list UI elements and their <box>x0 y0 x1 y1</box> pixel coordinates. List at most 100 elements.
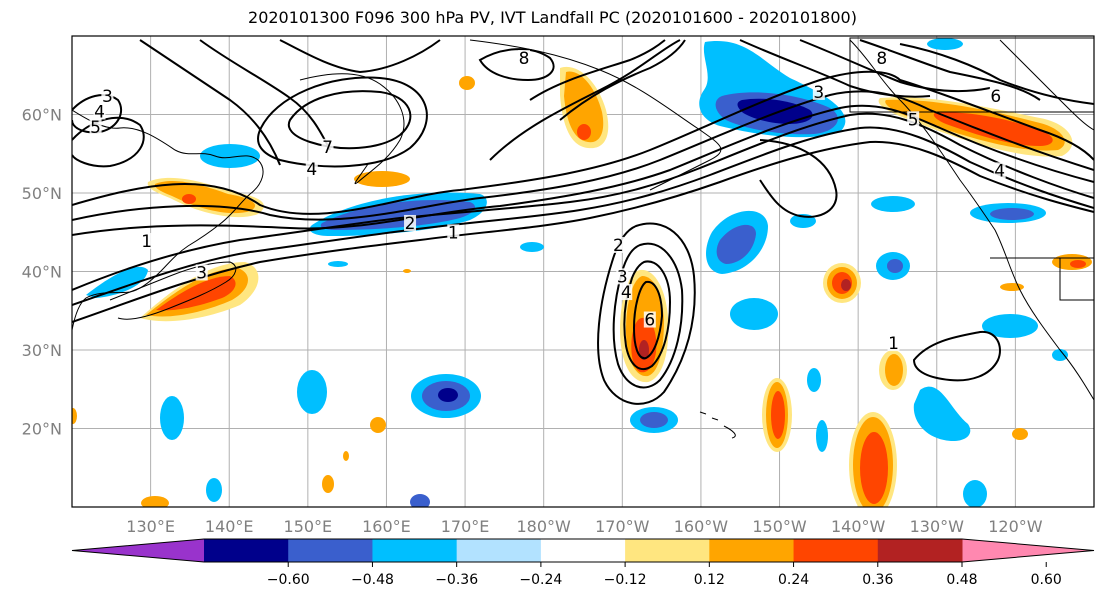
contour-label: 1 <box>141 232 152 252</box>
colorbar-extend-min <box>72 539 204 562</box>
contour-label: 6 <box>990 87 1001 107</box>
contour-label: 8 <box>876 49 887 69</box>
contour-label: 4 <box>621 283 632 303</box>
contour-label-background <box>195 264 208 281</box>
contour-label-background <box>620 284 633 301</box>
colorbar-segment <box>540 539 626 562</box>
contour-label-background <box>518 50 531 67</box>
longitude-label: 150°W <box>752 517 807 536</box>
latitude-label: 50°N <box>22 184 62 203</box>
contour-label: 2 <box>613 236 624 256</box>
colorbar-segment <box>288 539 373 562</box>
contour-label-background <box>101 87 114 104</box>
hawaii-islands <box>699 411 736 439</box>
anomaly-okhotsk-positive <box>154 181 256 214</box>
latitude-labels: 60°N 50°N 40°N 30°N 20°N <box>22 106 62 439</box>
figure-title: 2020101300 F096 300 hPa PV, IVT Landfall… <box>248 8 857 27</box>
colorbar-segment <box>625 539 710 562</box>
contour-label-background <box>875 50 888 67</box>
black-contours <box>72 39 1094 405</box>
contour-label: 7 <box>322 138 333 158</box>
colorbar-label: 0.24 <box>778 572 809 588</box>
contour-label-background <box>643 311 656 328</box>
colorbar-label: −0.12 <box>604 572 647 588</box>
longitude-label: 130°W <box>910 517 965 536</box>
longitude-label: 170°W <box>595 517 650 536</box>
latitude-label: 20°N <box>22 420 62 439</box>
colorbar: −0.60 −0.48 −0.36 −0.24 −0.12 0.12 0.24 0.36 0.4… <box>71 538 1095 588</box>
contour-label-background <box>887 335 900 352</box>
inset-box <box>849 37 1094 113</box>
contour-label: 3 <box>617 267 628 287</box>
contour-label-background <box>907 111 920 128</box>
contour-label: 5 <box>90 118 101 138</box>
us-border <box>990 257 1094 301</box>
colorbar-segment <box>456 539 542 562</box>
colorbar-segment <box>204 539 289 562</box>
colorbar-segment <box>372 539 458 562</box>
contour-label: 2 <box>405 214 416 234</box>
colorbar-label: −0.36 <box>435 572 478 588</box>
contour-label: 3 <box>102 87 113 107</box>
contour-label-background <box>612 236 625 253</box>
colorbar-label: −0.24 <box>519 572 562 588</box>
anomaly-kamchatka-positive <box>354 171 410 187</box>
contour-label-background <box>616 268 629 285</box>
colorbar-outline <box>71 538 1095 563</box>
longitude-label: 120°W <box>988 517 1043 536</box>
colorbar-label: 0.12 <box>694 572 725 588</box>
anomaly-japan-positive <box>156 276 236 311</box>
longitude-label: 140°E <box>205 517 254 536</box>
colorbar-label: 0.36 <box>862 572 893 588</box>
coastline-kamchatka <box>299 73 405 184</box>
anomaly-negative <box>86 266 148 298</box>
contour-label-background <box>989 87 1002 104</box>
colorbar-label: −0.60 <box>267 572 310 588</box>
latitude-label: 60°N <box>22 106 62 125</box>
anomaly-negative <box>913 386 971 442</box>
coastline-north-america <box>999 39 1094 131</box>
contour-label-background <box>305 160 318 177</box>
contour-label: 8 <box>519 49 530 69</box>
contour-label-background <box>140 233 153 250</box>
longitude-label: 150°E <box>284 517 333 536</box>
contour-label-background <box>89 119 102 136</box>
coastlines <box>72 39 1094 439</box>
colorbar-segment <box>877 539 963 562</box>
contour-label-background <box>447 224 460 241</box>
longitude-labels: 130°E 140°E 150°E 160°E 170°E 180°W 170°W 160°W… <box>126 517 1042 536</box>
contour-label-background <box>321 138 334 155</box>
longitude-label: 160°W <box>674 517 729 536</box>
contour-label-background <box>404 214 417 231</box>
contour-label: 4 <box>306 160 317 180</box>
contour-label-background <box>993 162 1006 179</box>
longitude-label: 180°W <box>517 517 572 536</box>
coastline-japan <box>109 261 237 320</box>
longitude-label: 130°E <box>126 517 175 536</box>
coastline-gulf-alaska <box>849 39 1094 401</box>
contour-label-background <box>93 103 106 120</box>
longitude-label: 160°E <box>362 517 411 536</box>
colorbar-segment <box>709 539 795 562</box>
contour-label-background <box>812 83 825 100</box>
pv-positive-anomalies <box>72 66 1092 507</box>
colorbar-label: 0.60 <box>1031 572 1062 588</box>
longitude-label: 140°W <box>831 517 886 536</box>
pv-negative-anomalies <box>86 38 1068 507</box>
contour-label: 5 <box>908 110 919 130</box>
colorbar-segment <box>793 539 879 562</box>
longitude-label: 170°E <box>441 517 490 536</box>
map-frame <box>71 35 1095 508</box>
contour-label: 3 <box>813 83 824 103</box>
latitude-label: 40°N <box>22 263 62 282</box>
contour-label: 4 <box>94 103 105 123</box>
latitude-label: 30°N <box>22 341 62 360</box>
contour-label: 1 <box>888 334 899 354</box>
colorbar-extend-max <box>962 539 1094 562</box>
coastline-alaska <box>469 39 722 191</box>
contour-label: 1 <box>448 223 459 243</box>
contour-label: 4 <box>994 161 1005 181</box>
colorbar-label: −0.48 <box>351 572 394 588</box>
